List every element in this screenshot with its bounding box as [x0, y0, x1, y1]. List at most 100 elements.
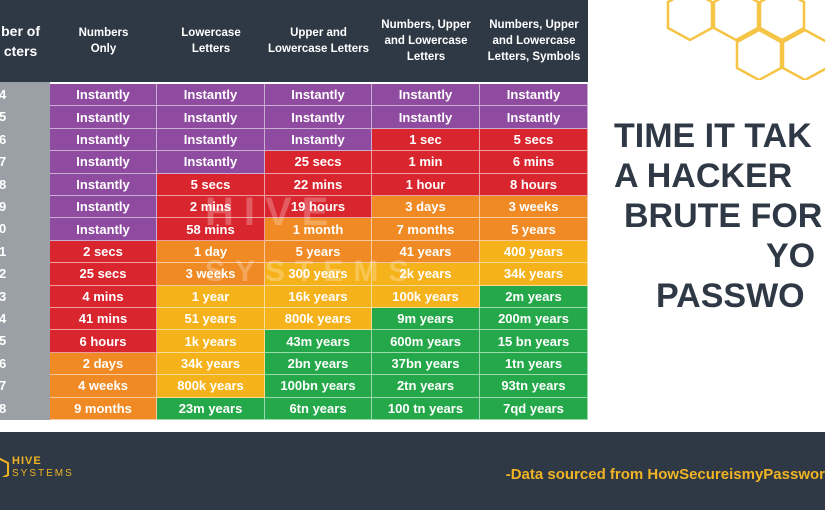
page-title: TIME IT TAK A HACKER BRUTE FOR YO PASSWO	[600, 118, 825, 338]
table-cell: 400 years	[480, 240, 588, 264]
column-header: Upper and Lowercase Letters	[268, 27, 369, 55]
table-cell: Instantly	[50, 84, 157, 107]
table-cell: Instantly	[372, 106, 480, 129]
table-cell: Instantly	[480, 84, 588, 107]
column-header: ber of cters	[1, 23, 40, 59]
table-cell: 1 year	[157, 285, 265, 308]
table-cell: 23m years	[157, 397, 265, 420]
table-cell: 9m years	[372, 308, 480, 331]
table-cell: 2 days	[50, 352, 157, 376]
table-cell: 3 weeks	[480, 196, 588, 219]
table-cell: Instantly	[265, 128, 372, 152]
row-label: 4	[0, 311, 7, 326]
table-cell: Instantly	[50, 173, 157, 196]
table-cell: 6 mins	[480, 151, 588, 174]
column-header: Numbers, Upper and Lowercase Letters, Sy…	[487, 19, 581, 63]
table-cell: Instantly	[480, 106, 588, 129]
table-cell: 200m years	[480, 308, 588, 331]
table-cell: 1 month	[265, 218, 372, 241]
title-line: TIME IT TAK	[614, 118, 812, 155]
title-line: YO	[766, 237, 816, 275]
row-label: 8	[0, 400, 7, 416]
row-label: 7	[0, 154, 7, 170]
title-line: PASSWO	[656, 277, 805, 315]
table-cell: Instantly	[50, 128, 157, 152]
table-cell: 5 secs	[157, 173, 265, 196]
column-header: Lowercase Letters	[181, 27, 241, 55]
table-cell: 2m years	[480, 285, 588, 308]
table-cell: 1 hour	[372, 173, 480, 196]
table-cell: 2bn years	[265, 352, 372, 376]
table-cell: 100 tn years	[372, 397, 480, 420]
table-cell: 22 mins	[265, 173, 372, 196]
logo-top-text: HIVE	[12, 455, 42, 467]
table-cell: 6 hours	[50, 330, 157, 353]
table-cell: 93tn years	[480, 375, 588, 398]
table-cell: 15 bn years	[480, 330, 588, 353]
table-cell: 25 secs	[265, 151, 372, 174]
table-cell: 5 years	[480, 218, 588, 241]
table-cell: Instantly	[50, 196, 157, 219]
row-label: 6	[0, 131, 7, 147]
table-cell: 2 secs	[50, 240, 157, 264]
row-label: 0	[0, 221, 7, 237]
table-cell: 58 mins	[157, 218, 265, 241]
table-cell: 5 years	[265, 240, 372, 264]
table-cell: 1 sec	[372, 128, 480, 152]
table-cell: 800k years	[265, 308, 372, 331]
table-cell: Instantly	[157, 151, 265, 174]
data-source-text: -Data sourced from HowSecureismyPasswor	[505, 466, 825, 483]
row-label: 6	[0, 355, 7, 371]
table-cell: 6tn years	[265, 397, 372, 420]
table-cell: 9 months	[50, 397, 157, 420]
table-cell: 3 days	[372, 196, 480, 219]
table-cell: 1k years	[157, 330, 265, 353]
title-line: A HACKER	[614, 157, 793, 195]
table-cell: 600m years	[372, 330, 480, 353]
table-cell: 2tn years	[372, 375, 480, 398]
table-cell: 19 hours	[265, 196, 372, 219]
row-label: 7	[0, 378, 7, 394]
row-label: 4	[0, 87, 7, 102]
table-cell: 43m years	[265, 330, 372, 353]
table-cell: 4 weeks	[50, 375, 157, 398]
table-cell: 41 years	[372, 240, 480, 264]
row-label: 3	[0, 288, 7, 304]
logo-bottom-text: SYSTEMS	[12, 468, 74, 479]
table-cell: 800k years	[157, 375, 265, 398]
table-cell: 100bn years	[265, 375, 372, 398]
table-cell: 34k years	[480, 263, 588, 286]
footer	[0, 432, 825, 510]
row-label: 2	[0, 266, 7, 282]
row-label: 1	[0, 243, 7, 259]
table-cell: 1 day	[157, 240, 265, 264]
row-label: 8	[0, 176, 7, 192]
table-cell: 7 months	[372, 218, 480, 241]
row-label: 5	[0, 333, 7, 349]
honeycomb-decoration	[666, 0, 825, 80]
table-cell: 37bn years	[372, 352, 480, 376]
table-cell: 2 mins	[157, 196, 265, 219]
hive-hexagon-icon	[0, 457, 9, 477]
table-cell: Instantly	[157, 106, 265, 129]
table-cell: Instantly	[265, 106, 372, 129]
table-cell: Instantly	[372, 84, 480, 107]
table-cell: 51 years	[157, 308, 265, 331]
row-label: 5	[0, 109, 7, 125]
table-cell: 1tn years	[480, 352, 588, 376]
table-cell: 16k years	[265, 285, 372, 308]
character-count-column	[0, 82, 50, 420]
row-label: 9	[0, 199, 7, 214]
table-cell: 7qd years	[480, 397, 588, 420]
table-cell: 5 secs	[480, 128, 588, 152]
table-header	[0, 0, 588, 82]
table-cell: Instantly	[157, 128, 265, 152]
watermark-top: HIVE	[205, 190, 339, 234]
table-cell: 25 secs	[50, 263, 157, 286]
table-cell: 8 hours	[480, 173, 588, 196]
table-cell: Instantly	[50, 106, 157, 129]
table-cell: Instantly	[50, 218, 157, 241]
table-cell: Instantly	[265, 84, 372, 107]
table-cell: 100k years	[372, 285, 480, 308]
table-cell: 1 min	[372, 151, 480, 174]
